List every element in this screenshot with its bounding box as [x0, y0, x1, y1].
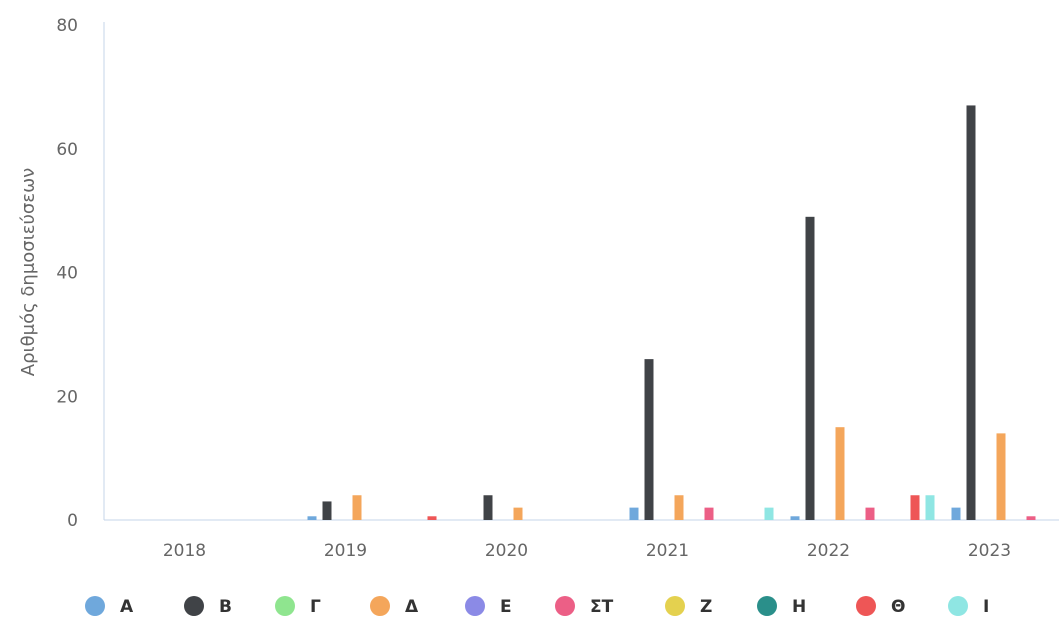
bar-Δ-2022 — [835, 427, 845, 520]
bar-Β-2019 — [322, 501, 332, 520]
bar-ΣΤ-2022 — [865, 507, 875, 520]
bar-Α-2023 — [951, 507, 961, 520]
y-tick-label: 40 — [56, 264, 78, 284]
legend-swatch — [465, 596, 485, 616]
y-tick-label: 20 — [56, 387, 78, 407]
bar-Δ-2019 — [352, 495, 362, 520]
y-axis-title: Αριθμός δημοσιεύσεων — [18, 168, 39, 376]
bar-Β-2022 — [805, 216, 815, 520]
x-tick-label: 2023 — [968, 541, 1011, 561]
legend-item-1: Α — [85, 596, 134, 617]
bar-Α-2021 — [629, 507, 639, 520]
x-tick-label: 2021 — [646, 541, 689, 561]
legend-swatch — [665, 596, 685, 616]
legend-label: ΣΤ — [590, 597, 614, 617]
bar-Ι-2021 — [764, 507, 774, 520]
legend-item-6: ΣΤ — [555, 596, 614, 617]
y-tick-label: 80 — [56, 16, 78, 36]
legend-label: Δ — [405, 597, 419, 617]
legend-label: Ζ — [700, 597, 712, 617]
x-tick-label: 2020 — [485, 541, 528, 561]
x-axis-ticks: 2018 2019 2020 2021 2022 2023 — [163, 541, 1011, 561]
y-tick-label: 0 — [67, 511, 78, 531]
bar-ΣΤ-2021 — [704, 507, 714, 520]
legend-swatch — [757, 596, 777, 616]
x-tick-label: 2022 — [807, 541, 850, 561]
legend-label: Β — [219, 597, 232, 617]
legend-item-5: Ε — [465, 596, 512, 617]
bar-Α-2022 — [790, 516, 800, 520]
bar-Δ-2020 — [513, 507, 523, 520]
legend-label: Γ — [310, 597, 321, 617]
legend-swatch — [948, 596, 968, 616]
bars — [307, 105, 1036, 520]
y-axis-ticks: 0 20 40 60 80 — [56, 16, 78, 531]
legend-swatch — [85, 596, 105, 616]
legend-label: Η — [792, 597, 806, 617]
legend-label: Ι — [983, 597, 989, 617]
bar-Β-2020 — [483, 495, 493, 520]
legend-label: Θ — [891, 597, 905, 617]
bar-Ι-2022 — [925, 495, 935, 520]
legend-item-10: Ι — [948, 596, 989, 617]
legend-item-9: Θ — [856, 596, 905, 617]
legend-item-8: Η — [757, 596, 806, 617]
legend-swatch — [184, 596, 204, 616]
bar-Δ-2023 — [996, 433, 1006, 520]
legend-item-2: Β — [184, 596, 232, 617]
legend-item-4: Δ — [370, 596, 419, 617]
x-tick-label: 2018 — [163, 541, 206, 561]
bar-Α-2019 — [307, 516, 317, 520]
legend-label: Ε — [500, 597, 512, 617]
legend-swatch — [370, 596, 390, 616]
y-tick-label: 60 — [56, 140, 78, 160]
legend-swatch — [275, 596, 295, 616]
bar-Θ-2022 — [910, 495, 920, 520]
legend-swatch — [856, 596, 876, 616]
bar-Β-2023 — [966, 105, 976, 520]
bar-Β-2021 — [644, 359, 654, 520]
legend-label: Α — [120, 597, 134, 617]
legend-item-7: Ζ — [665, 596, 712, 617]
legend: Α Β Γ Δ Ε ΣΤ Ζ Η Θ Ι — [85, 596, 989, 617]
bar-ΣΤ-2023 — [1026, 516, 1036, 520]
x-tick-label: 2019 — [324, 541, 367, 561]
legend-swatch — [555, 596, 575, 616]
bar-Δ-2021 — [674, 495, 684, 520]
bar-Θ-2019 — [427, 516, 437, 520]
legend-item-3: Γ — [275, 596, 321, 617]
